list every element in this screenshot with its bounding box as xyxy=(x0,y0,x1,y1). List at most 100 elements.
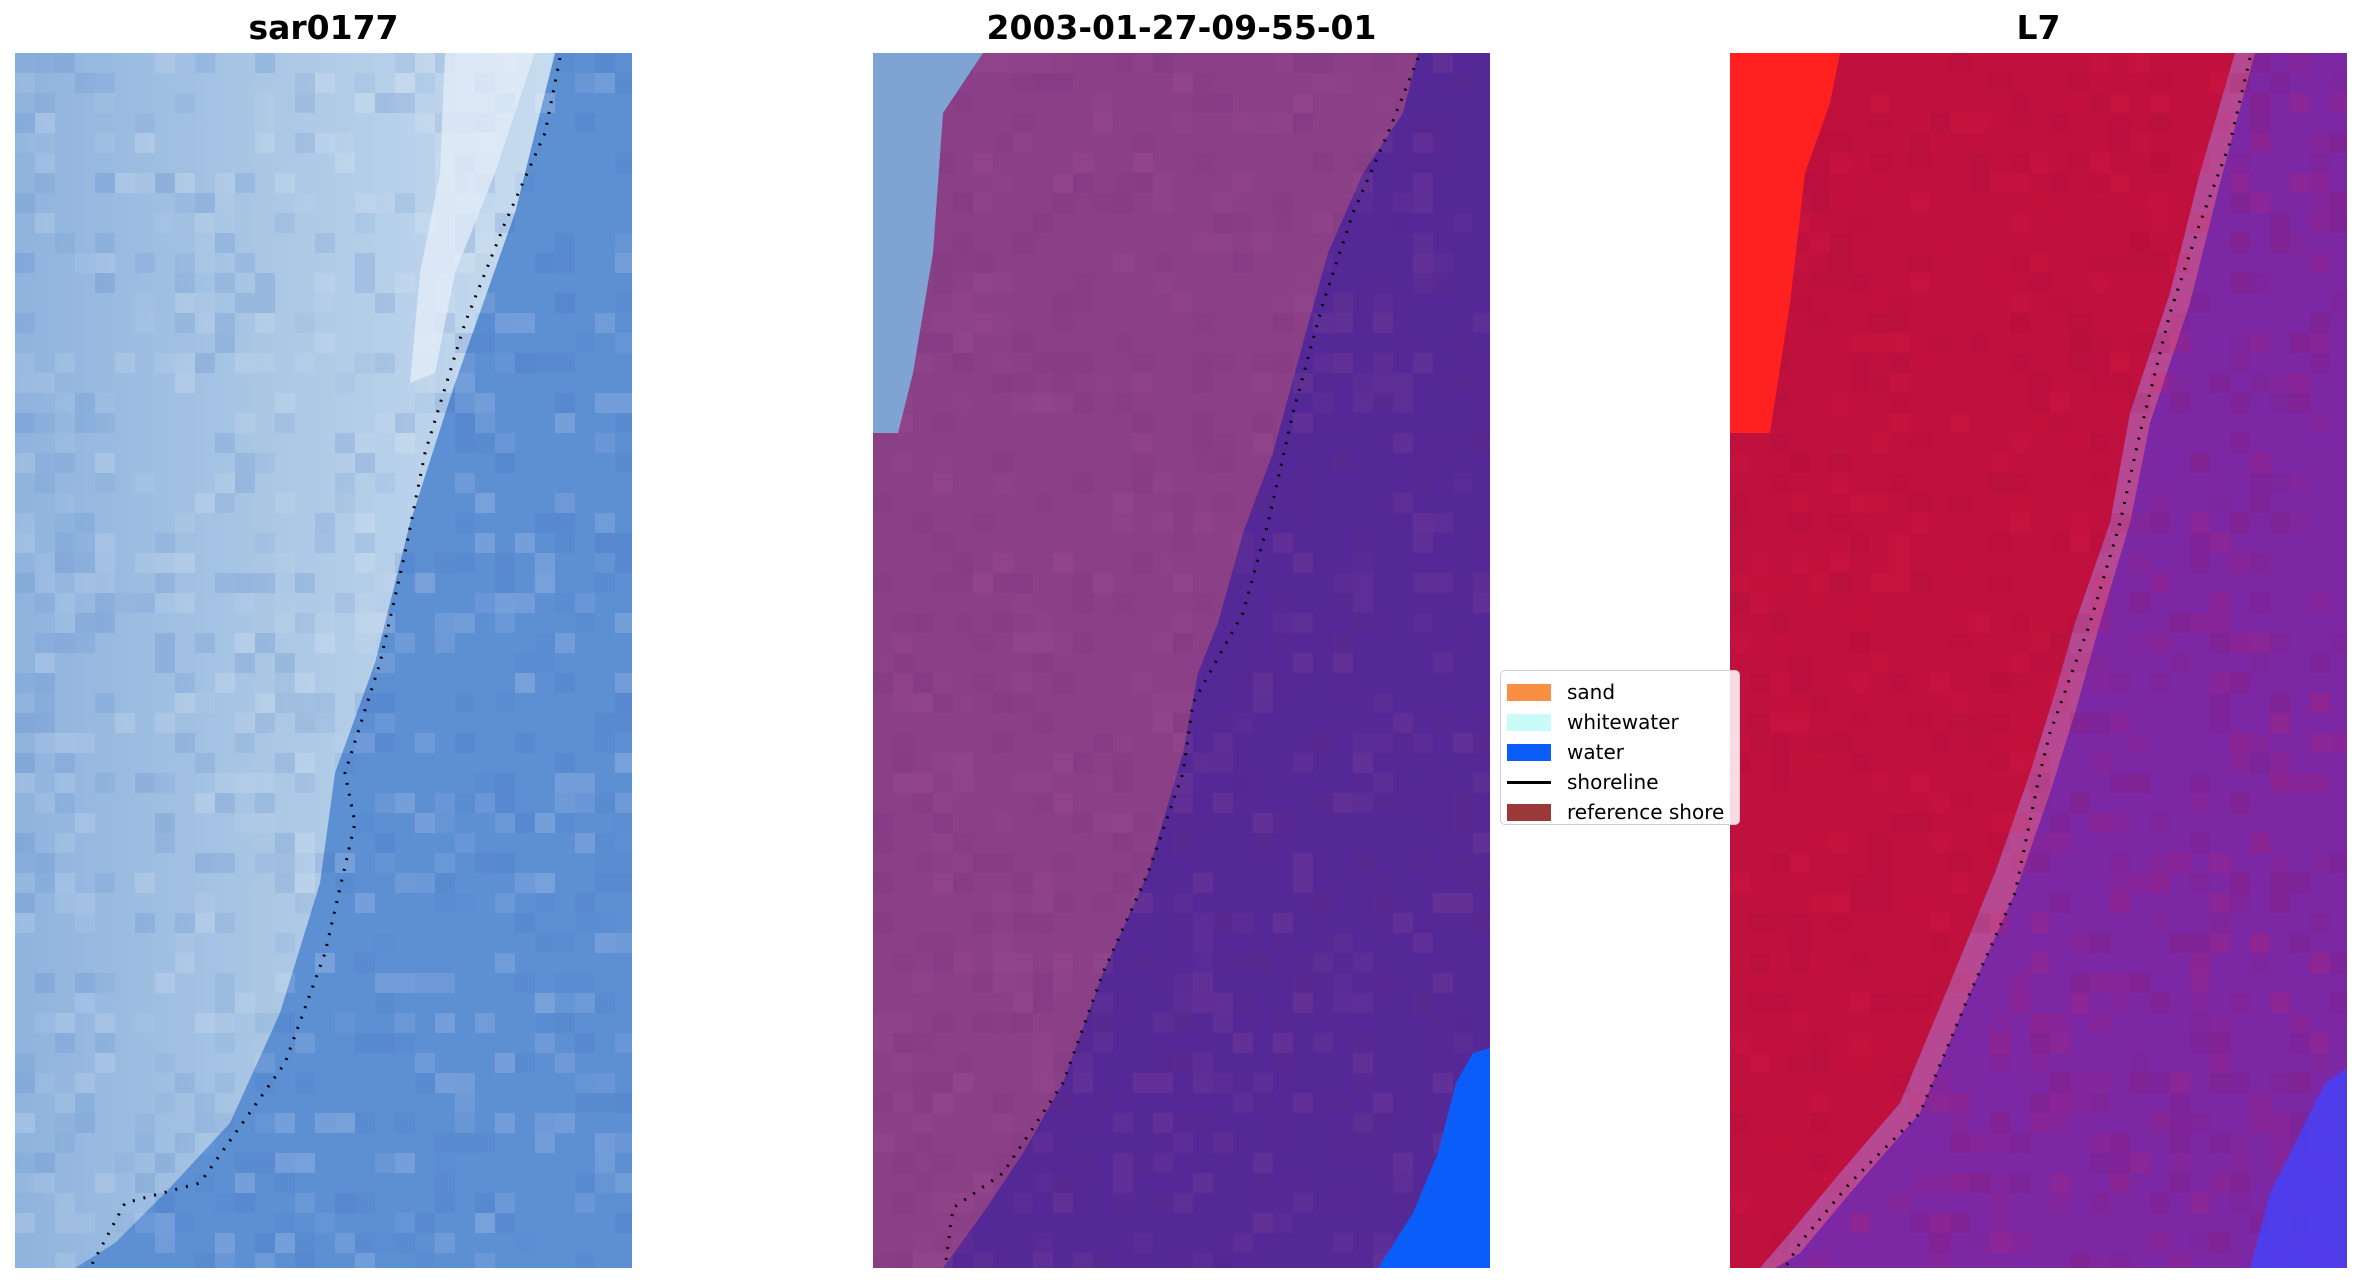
pixel-block xyxy=(2210,673,2230,693)
pixel-block xyxy=(933,673,953,693)
pixel-block xyxy=(2050,213,2070,233)
pixel-block xyxy=(575,73,595,93)
water-class-corner xyxy=(1378,1048,1490,1268)
whitewater-strip xyxy=(873,53,983,433)
pixel-block xyxy=(275,413,295,433)
pixel-block xyxy=(235,173,255,193)
pixel-block xyxy=(1193,753,1213,773)
pixel-block xyxy=(2070,1073,2090,1093)
pixel-block xyxy=(1810,1053,1830,1073)
pixel-block xyxy=(1313,1033,1333,1053)
pixel-block xyxy=(1013,873,1033,893)
pixel-block xyxy=(1730,953,1750,973)
pixel-block xyxy=(2250,633,2270,653)
pixel-block xyxy=(1113,333,1133,353)
pixel-block xyxy=(2130,593,2150,613)
legend: sand whitewater water shoreline referenc… xyxy=(1500,670,1740,825)
pixel-block xyxy=(893,753,913,773)
pixel-block xyxy=(953,833,973,853)
pixel-block xyxy=(415,53,435,73)
pixel-block xyxy=(1113,813,1133,833)
pixel-block xyxy=(235,593,255,613)
pixel-block xyxy=(1013,233,1033,253)
pixel-block xyxy=(953,193,973,213)
pixel-block xyxy=(2010,733,2030,753)
pixel-block xyxy=(55,53,75,73)
pixel-block xyxy=(595,313,615,333)
pixel-block xyxy=(55,493,75,513)
pixel-block xyxy=(495,213,515,233)
pixel-block xyxy=(575,1073,595,1093)
pixel-block xyxy=(515,813,535,833)
pixel-block xyxy=(873,1133,893,1153)
pixel-block xyxy=(35,973,55,993)
pixel-block xyxy=(2250,753,2270,773)
pixel-block xyxy=(2110,53,2130,73)
pixel-block xyxy=(1750,913,1770,933)
pixel-block xyxy=(75,973,95,993)
pixel-block xyxy=(355,253,375,273)
pixel-block xyxy=(1193,233,1213,253)
legend-item-shoreline: shoreline xyxy=(1507,767,1739,797)
pixel-block xyxy=(1333,973,1353,993)
pixel-block xyxy=(1053,53,1073,73)
pixel-block xyxy=(1990,1013,2010,1033)
pixel-block xyxy=(1273,113,1293,133)
pixel-block xyxy=(35,573,55,593)
pixel-block xyxy=(1810,833,1830,853)
pixel-block xyxy=(2110,373,2130,393)
pixel-block xyxy=(2010,1133,2030,1153)
pixel-block xyxy=(35,553,55,573)
pixel-block xyxy=(55,593,75,613)
pixel-block xyxy=(2230,733,2250,753)
pixel-block xyxy=(993,573,1013,593)
pixel-block xyxy=(1730,873,1750,893)
pixel-block xyxy=(495,853,515,873)
pixel-block xyxy=(1830,453,1850,473)
pixel-block xyxy=(35,593,55,613)
pixel-block xyxy=(1053,193,1073,213)
pixel-block xyxy=(95,73,115,93)
pixel-block xyxy=(55,1253,75,1268)
pixel-block xyxy=(2090,1153,2110,1173)
pixel-block xyxy=(515,873,535,893)
pixel-block xyxy=(215,1253,235,1268)
pixel-block xyxy=(2270,393,2290,413)
pixel-block xyxy=(1173,773,1193,793)
pixel-block xyxy=(95,1033,115,1053)
pixel-block xyxy=(2030,633,2050,653)
pixel-block xyxy=(2090,573,2110,593)
pixel-block xyxy=(2190,613,2210,633)
pixel-block xyxy=(2110,1253,2130,1268)
pixel-block xyxy=(95,253,115,273)
pixel-block xyxy=(2010,473,2030,493)
pixel-block xyxy=(1053,1133,1073,1153)
pixel-block xyxy=(1013,73,1033,93)
pixel-block xyxy=(2190,1013,2210,1033)
pixel-block xyxy=(1730,1113,1750,1133)
pixel-block xyxy=(1093,953,1113,973)
pixel-block xyxy=(2270,1133,2290,1153)
pixel-block xyxy=(395,793,415,813)
pixel-block xyxy=(295,773,315,793)
pixel-block xyxy=(1353,1053,1373,1073)
pixel-block xyxy=(913,613,933,633)
pixel-block xyxy=(1433,573,1453,593)
pixel-block xyxy=(1273,313,1293,333)
pixel-block xyxy=(375,1233,395,1253)
pixel-block xyxy=(2090,973,2110,993)
pixel-block xyxy=(255,793,275,813)
pixel-block xyxy=(2210,533,2230,553)
pixel-block xyxy=(75,1113,95,1133)
pixel-block xyxy=(893,633,913,653)
pixel-block xyxy=(1253,693,1273,713)
pixel-block xyxy=(455,333,475,353)
pixel-block xyxy=(375,693,395,713)
pixel-block xyxy=(1253,673,1273,693)
pixel-block xyxy=(375,993,395,1013)
pixel-block xyxy=(1910,773,1930,793)
pixel-block xyxy=(2150,153,2170,173)
pixel-block xyxy=(1790,453,1810,473)
pixel-block xyxy=(2150,1193,2170,1213)
pixel-block xyxy=(1353,1073,1373,1093)
